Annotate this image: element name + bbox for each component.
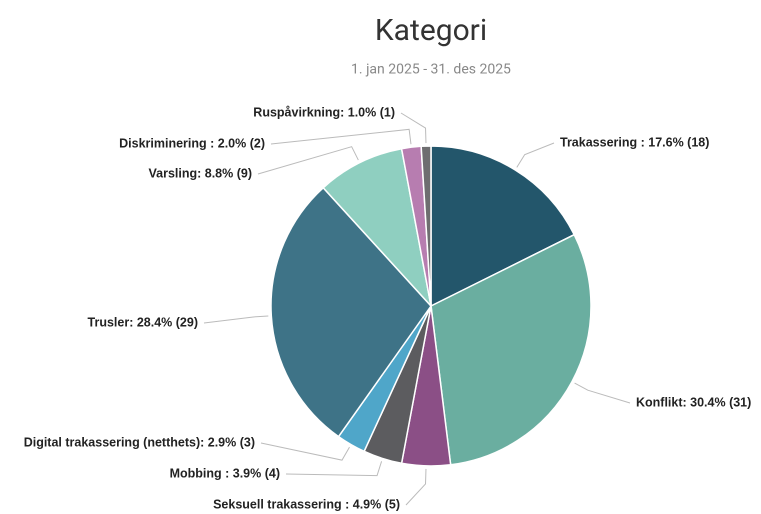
chart-subtitle: 1. jan 2025 - 31. des 2025 bbox=[351, 62, 511, 78]
pie-slice bbox=[420, 145, 432, 307]
pie-slice bbox=[270, 186, 432, 438]
pie-slice bbox=[322, 147, 433, 309]
data-label: Diskriminering : 2.0% (2) bbox=[119, 136, 265, 150]
leader-line bbox=[405, 468, 427, 506]
leader-line bbox=[270, 128, 412, 145]
leader-line bbox=[516, 142, 555, 168]
leader-line bbox=[203, 315, 269, 324]
pie-slice bbox=[430, 233, 592, 466]
data-label: Trakassering : 17.6% (18) bbox=[560, 135, 709, 149]
data-label: Trusler: 28.4% (29) bbox=[88, 315, 198, 329]
data-label: Ruspåvirkning: 1.0% (1) bbox=[253, 105, 395, 119]
leader-line bbox=[260, 442, 350, 461]
leader-line bbox=[574, 382, 631, 404]
leader-line bbox=[400, 112, 427, 144]
data-label: Mobbing : 3.9% (4) bbox=[170, 466, 280, 480]
leader-line bbox=[285, 461, 383, 477]
chart-title: Kategori bbox=[375, 13, 487, 48]
data-label: Seksuell trakassering : 4.9% (5) bbox=[213, 497, 400, 511]
leader-line bbox=[257, 146, 359, 175]
pie-slice bbox=[430, 145, 576, 308]
data-label: Konflikt: 30.4% (31) bbox=[636, 395, 751, 409]
data-label: Varsling: 8.8% (9) bbox=[148, 166, 252, 180]
data-label: Digital trakassering (netthets): 2.9% (3… bbox=[24, 435, 255, 449]
